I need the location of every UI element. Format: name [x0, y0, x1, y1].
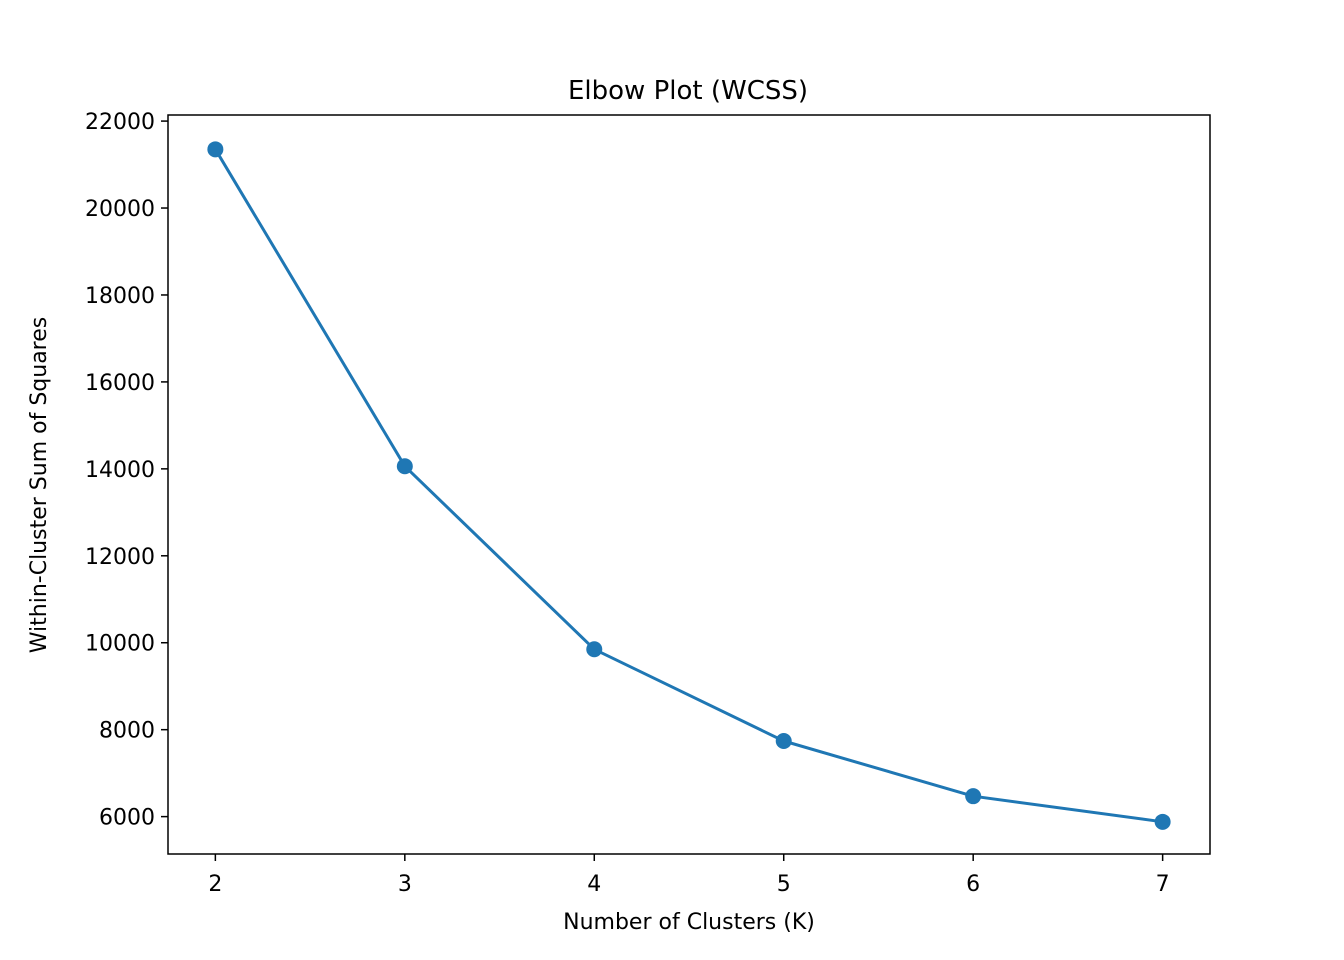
data-point-k3 — [396, 458, 413, 475]
x-tick-label: 5 — [777, 872, 791, 897]
data-point-k5 — [775, 732, 792, 749]
data-point-k7 — [1154, 813, 1171, 830]
y-tick-label: 14000 — [85, 458, 155, 483]
chart-title: Elbow Plot (WCSS) — [568, 76, 808, 106]
x-tick-label: 6 — [966, 872, 980, 897]
y-tick-label: 20000 — [85, 197, 155, 222]
y-tick-label: 8000 — [99, 719, 155, 744]
x-axis: 2 3 4 5 6 7 — [208, 854, 1170, 897]
y-tick-label: 22000 — [85, 110, 155, 135]
data-point-k4 — [586, 641, 603, 658]
x-tick-label: 3 — [398, 872, 412, 897]
x-tick-label: 2 — [208, 872, 222, 897]
y-tick-label: 6000 — [99, 806, 155, 831]
y-tick-label: 18000 — [85, 284, 155, 309]
data-point-k2 — [207, 141, 224, 158]
y-tick-label: 12000 — [85, 545, 155, 570]
x-tick-label: 4 — [587, 872, 601, 897]
x-tick-label: 7 — [1156, 872, 1170, 897]
x-axis-label: Number of Clusters (K) — [563, 910, 815, 935]
y-axis-label: Within-Cluster Sum of Squares — [27, 317, 52, 653]
y-tick-label: 10000 — [85, 632, 155, 657]
data-point-k6 — [965, 788, 982, 805]
y-axis: 6000 8000 10000 12000 14000 16000 18000 20000 22… — [85, 110, 168, 831]
series-line — [214, 148, 1163, 824]
plot-area-frame — [167, 114, 1211, 855]
y-tick-label: 16000 — [85, 371, 155, 396]
series-layer — [207, 141, 1171, 830]
